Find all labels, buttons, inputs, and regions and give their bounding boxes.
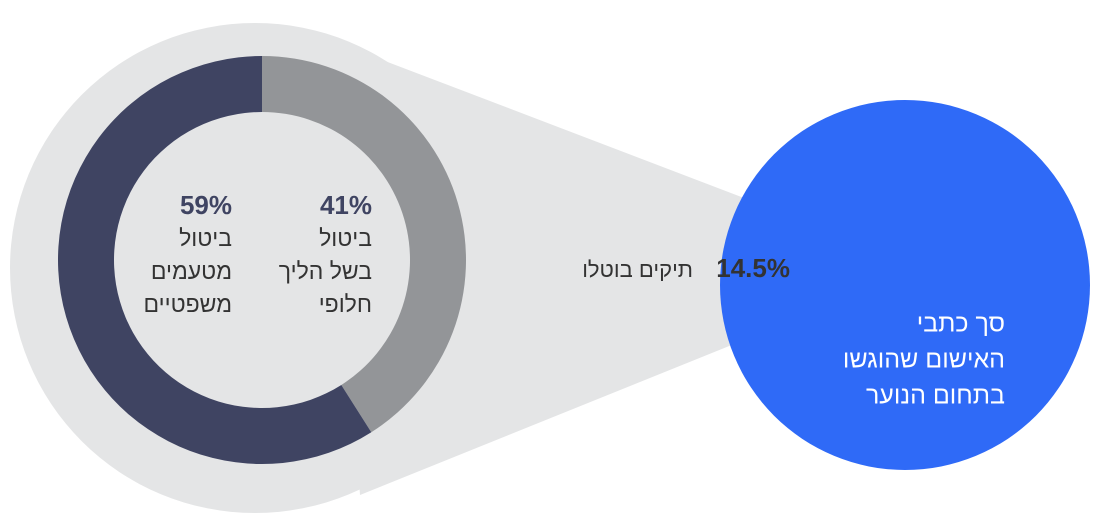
callout-label: תיקים בוטלו [582,257,693,282]
total-label: האישום שהוגשו [843,346,1005,374]
segment-label: בשל הליך [279,258,372,284]
segment-label: מטעמים [151,258,232,284]
callout-value: 14.5% [716,253,790,283]
donut-segment [262,56,467,433]
donut-segment [58,56,372,464]
segment-label: ביטול [319,225,372,251]
segment-label: משפטיים [144,291,233,317]
total-label: בתחום הנוער [866,382,1005,410]
funnel [330,40,925,495]
total-circle [720,100,1090,470]
segment-value-label: 41% [320,190,372,220]
segment-label: חלופי [319,291,372,317]
total-label: סך כתבי [917,310,1005,338]
segment-value-label: 59% [180,190,232,220]
segment-label: ביטול [179,225,232,251]
